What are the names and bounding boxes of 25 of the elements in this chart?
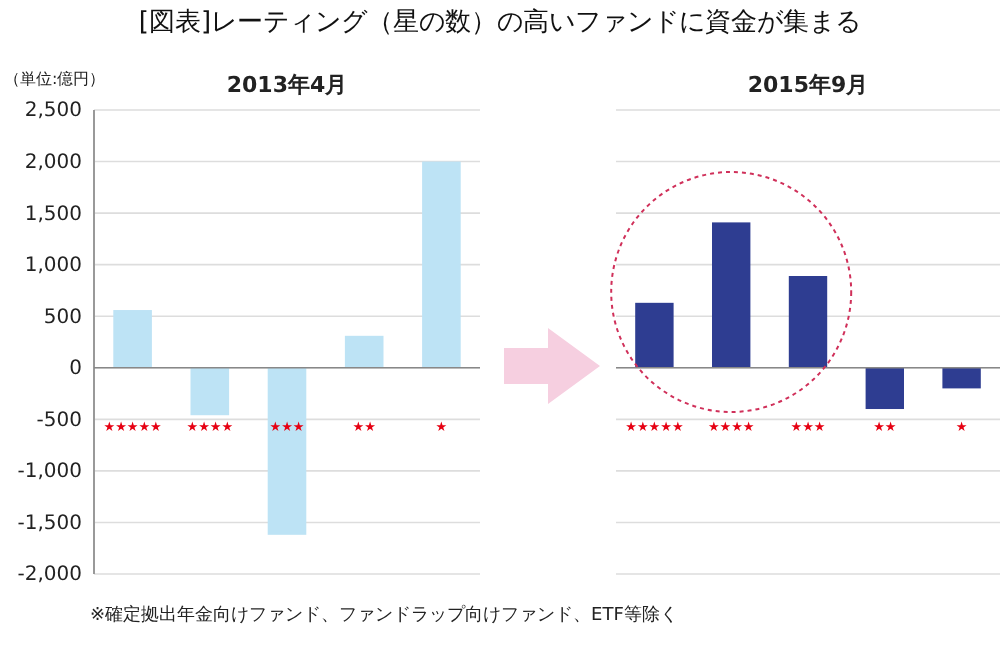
y-tick-label: 1,500 [24,203,82,226]
chart-subtitle: 2013年4月 [226,72,348,98]
bar [422,161,461,368]
y-tick-label: 1,000 [24,255,82,278]
text: ※確定拠出年金向けファンド、ファンドラップ向けファンド、ETF等除く [90,604,678,626]
y-tick-label: -500 [36,409,82,432]
y-tick-label: -1,500 [17,512,82,535]
bar [113,310,152,368]
y-tick-label: -1,000 [17,461,82,484]
bar [942,367,981,389]
bar [865,367,904,410]
bar [190,367,230,416]
bar [635,302,674,368]
y-tick-label: 2,500 [24,100,82,123]
chart-title: [図表]レーティング（星の数）の高いファンドに資金が集まる [138,6,862,38]
y-tick-label: 500 [43,306,82,329]
bar [712,222,751,368]
bar [344,335,384,368]
y-tick-label: -2,000 [17,564,82,587]
y-tick-label: 2,000 [24,151,82,174]
bar [788,276,828,368]
bar [267,367,307,535]
y-tick-label: 0 [69,358,82,381]
chart-subtitle: 2015年9月 [747,72,869,98]
y-axis-title: （単位:億円） [4,70,106,88]
